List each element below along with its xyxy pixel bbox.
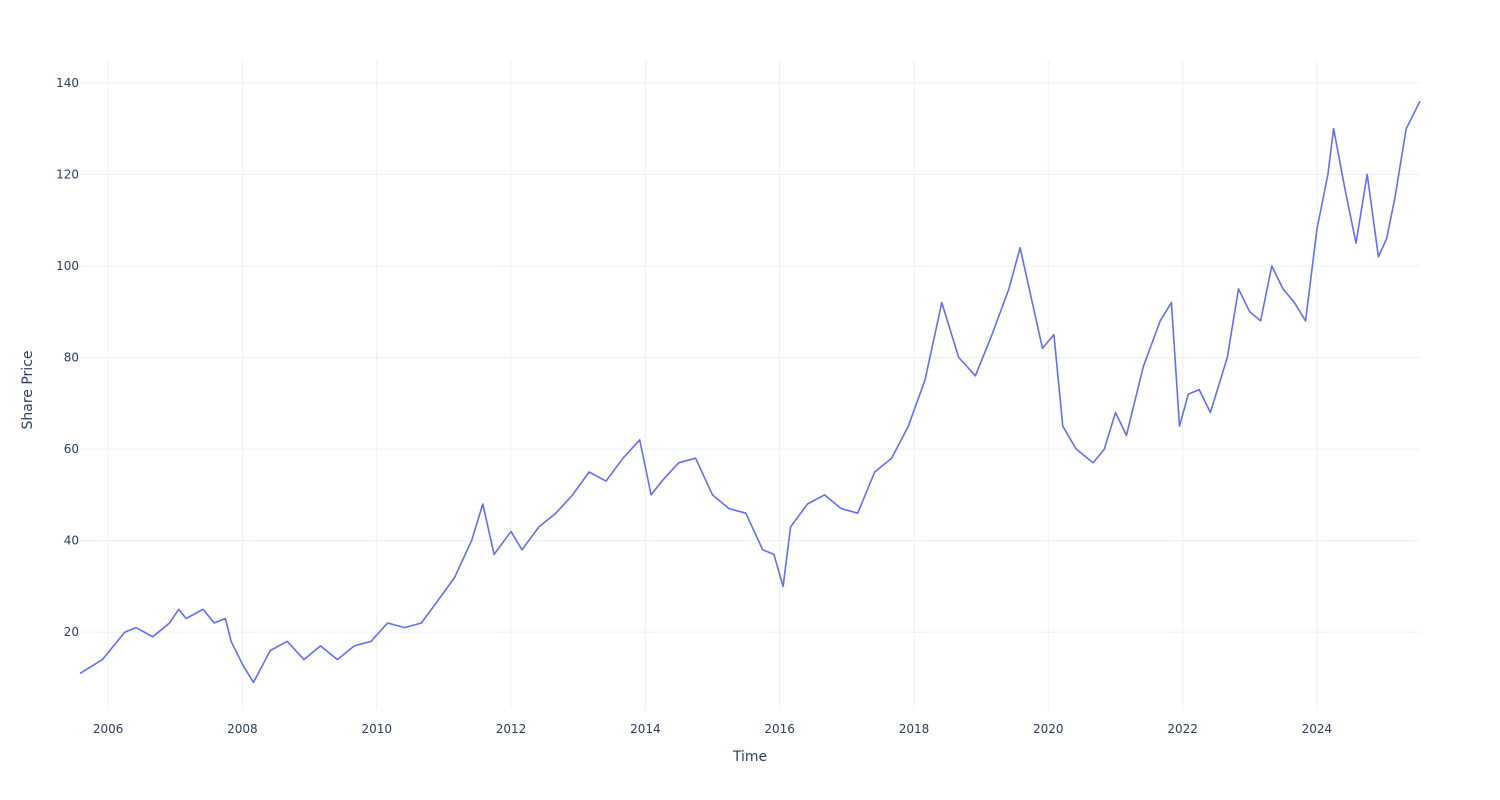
series-line — [79, 100, 1421, 684]
y-tick-label: 20 — [64, 625, 79, 639]
y-tick-label: 100 — [56, 259, 79, 273]
y-tick-label: 140 — [56, 76, 79, 90]
y-tick-label: 60 — [64, 442, 79, 456]
y-tick-label: 80 — [64, 351, 79, 365]
x-tick-label: 2006 — [93, 722, 124, 736]
plot-background — [80, 60, 1420, 710]
x-tick-label: 2022 — [1167, 722, 1198, 736]
y-tick-label: 120 — [56, 167, 79, 181]
x-tick-labels: 2006 2008 2010 2012 2014 2016 2018 2020 2022 2024 — [93, 722, 1332, 736]
x-tick-label: 2018 — [899, 722, 930, 736]
x-tick-label: 2020 — [1033, 722, 1064, 736]
x-tick-label: 2008 — [227, 722, 258, 736]
x-tick-label: 2024 — [1302, 722, 1333, 736]
y-gridlines — [80, 82, 1420, 633]
x-tick-label: 2014 — [630, 722, 661, 736]
x-gridlines — [107, 60, 1318, 710]
x-axis-title: Time — [732, 749, 767, 765]
y-tick-labels: 20 40 60 80 100 120 140 — [56, 76, 79, 639]
x-tick-label: 2012 — [496, 722, 527, 736]
x-tick-label: 2010 — [361, 722, 392, 736]
y-axis-title: Share Price — [20, 350, 36, 429]
y-tick-label: 40 — [64, 534, 79, 548]
x-tick-label: 2016 — [764, 722, 795, 736]
